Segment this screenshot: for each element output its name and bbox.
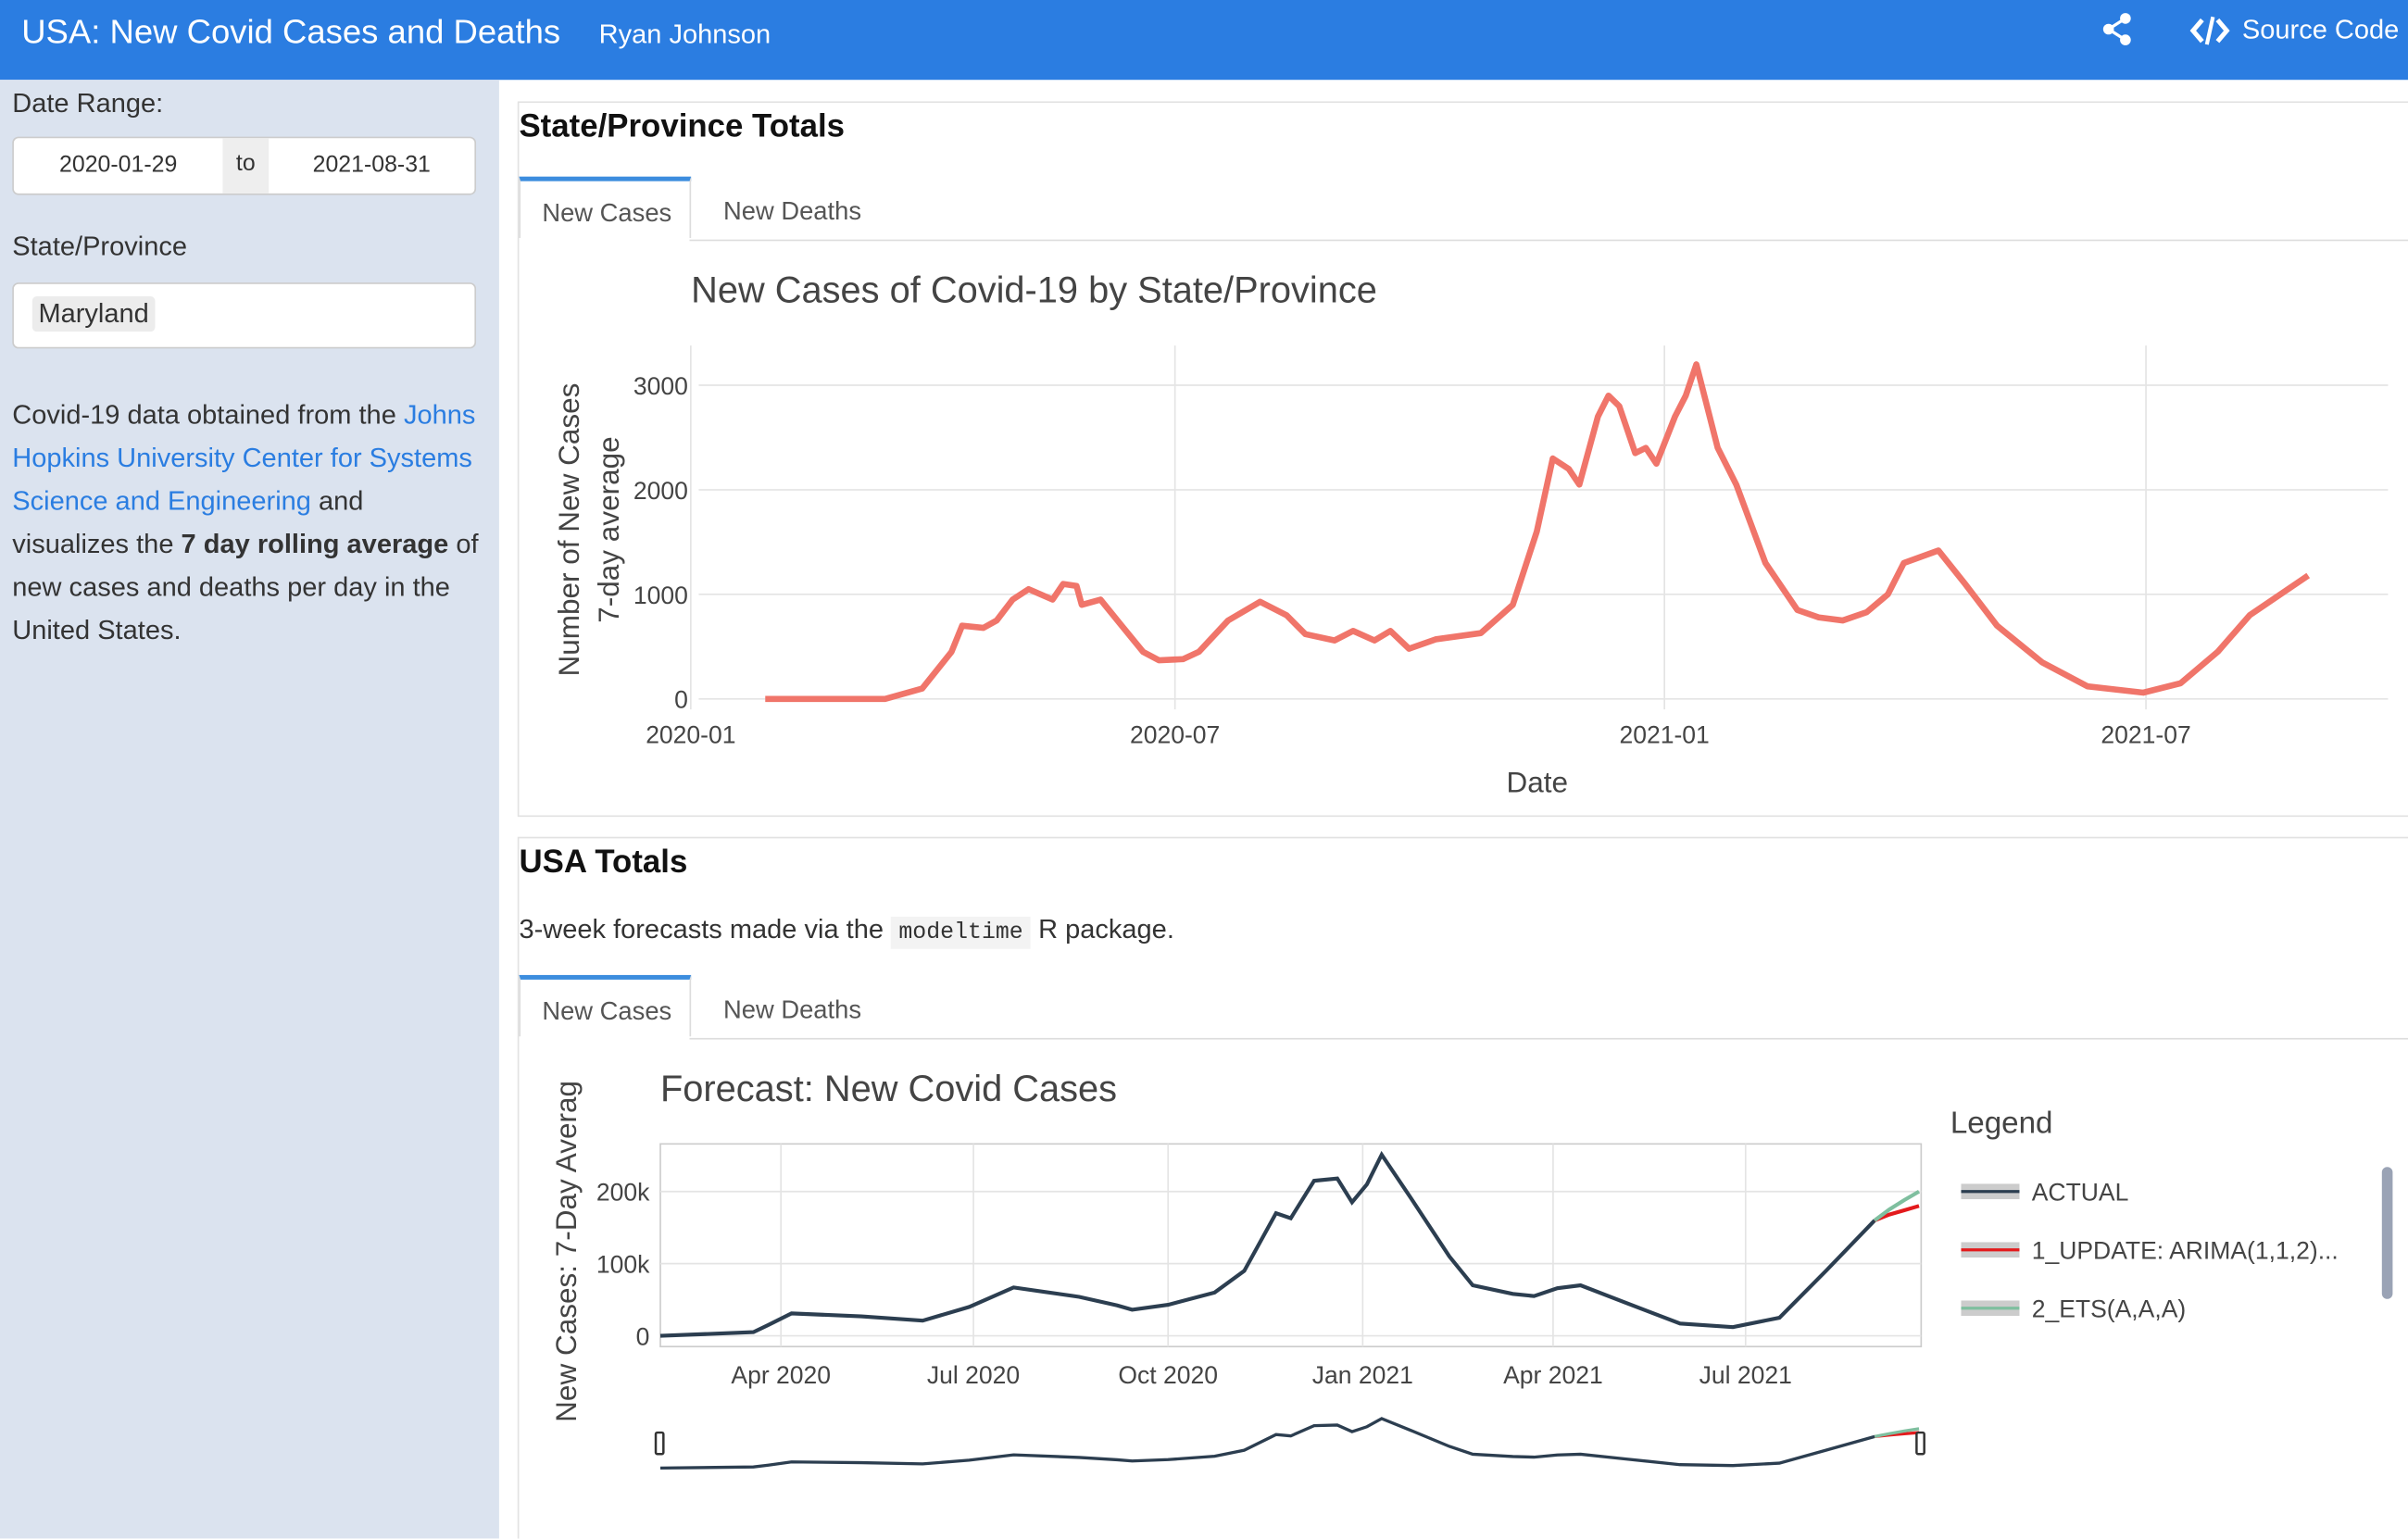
tab[interactable]: New Cases [519, 974, 692, 1037]
share-icon[interactable] [2101, 12, 2134, 45]
note-text: 3-week forecasts made via the [519, 913, 884, 945]
note: Covid-19 data obtained from the Johns Ho… [12, 393, 481, 651]
navbar: USA: New Covid Cases and Deaths Ryan Joh… [0, 0, 2408, 81]
note-bold: 7 day rolling average [181, 528, 449, 559]
date-label: Date Range: [12, 87, 164, 119]
note-text: Covid-19 data obtained from the [12, 399, 396, 431]
note-text: R package. [1038, 913, 1174, 945]
app-title: USA: New Covid Cases and Deaths [21, 12, 561, 51]
state-value: Maryland [31, 296, 156, 332]
tab[interactable]: New Cases [519, 176, 692, 239]
tab-line [689, 239, 2408, 242]
date-sep: to [222, 138, 270, 194]
date-range-input: 2020-01-29 to 2021-08-31 [12, 136, 477, 195]
state-label: State/Province [12, 230, 187, 261]
date-start[interactable]: 2020-01-29 [59, 152, 178, 179]
date-end[interactable]: 2021-08-31 [312, 152, 431, 179]
state-select[interactable]: Maryland [12, 282, 477, 349]
source-code-link[interactable]: Source Code [2241, 13, 2400, 45]
scrollbar[interactable] [2381, 1167, 2393, 1299]
tab-line [689, 1037, 2408, 1040]
note-link[interactable]: Johns Hopkins University Center for Syst… [12, 399, 476, 517]
author: Ryan Johnson [598, 18, 771, 50]
sidebar: Date Range: 2020-01-29 to 2021-08-31 Sta… [0, 80, 499, 1539]
section-note: 3-week forecasts made via the modeltime … [519, 913, 1174, 949]
section-title: USA Totals [519, 844, 688, 881]
section-title: State/Province Totals [519, 108, 846, 144]
note-text: of new cases and deaths per day in the U… [12, 528, 479, 645]
tab[interactable]: New Deaths [722, 996, 862, 1024]
code-icon [2189, 16, 2230, 45]
note-text: and visualizes the [12, 484, 364, 559]
code: modeltime [891, 916, 1032, 949]
tab[interactable]: New Deaths [722, 197, 862, 226]
